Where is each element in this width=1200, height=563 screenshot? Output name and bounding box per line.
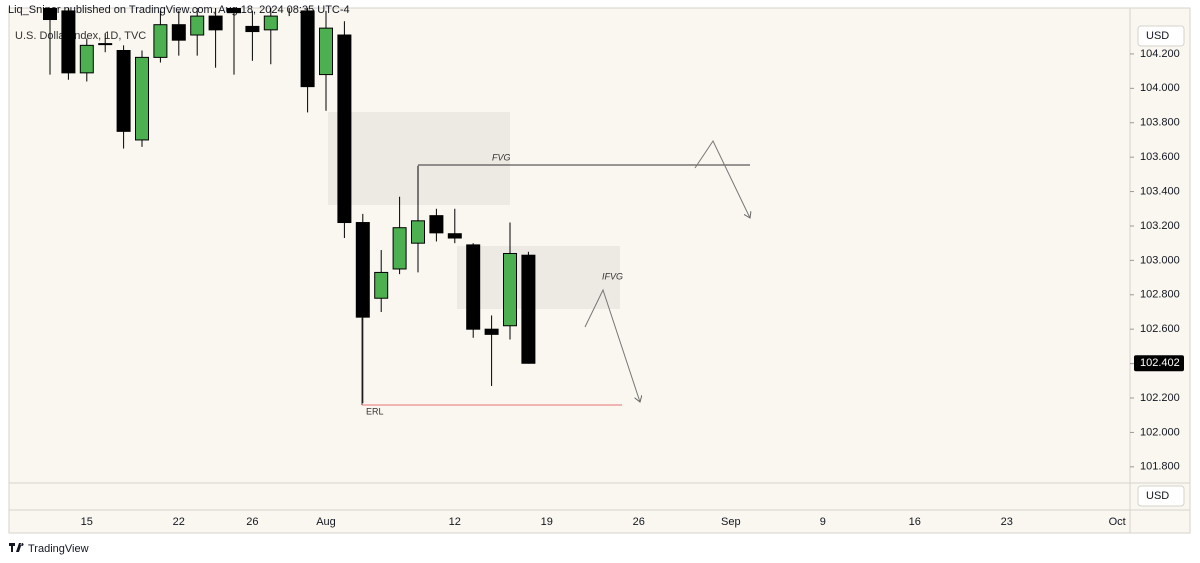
erl-label: ERL [366,406,384,416]
x-tick-label: Oct [1109,516,1126,528]
currency: USD [1146,30,1169,42]
y-tick-label: 101.800 [1140,461,1180,473]
candle-body [411,220,425,244]
drawings [328,112,620,309]
x-tick-label: 23 [1001,516,1013,528]
ifvg-label: IFVG [602,271,623,281]
projection-arrow [694,139,750,218]
x-tick-label: 12 [449,516,461,528]
ifvg-zone [457,246,620,309]
candle-body [319,27,333,76]
y-tick-label: 103.200 [1140,220,1180,232]
x-tick-label: Aug [316,516,336,528]
y-tick-label: 103.600 [1140,151,1180,163]
x-tick-label: 15 [81,516,93,528]
y-tick-label: 103.000 [1140,254,1180,266]
footer-logo: TradingView [9,543,89,555]
y-tick-label: 102.600 [1140,323,1180,335]
candle-body [355,222,370,318]
footer: TradingView [28,543,89,555]
currency-box[interactable] [1137,485,1185,507]
currency-box[interactable] [1137,25,1185,47]
symbol: U.S. Dollar Index, 1D, TVC [15,30,146,42]
x-tick-label: Sep [721,516,741,528]
last-price-badge [1134,355,1184,372]
candle-body [337,34,352,224]
y-tick-label: 103.800 [1140,117,1180,129]
currency: USD [1146,490,1169,502]
candle-body [61,10,76,74]
x-tick-label: 26 [633,516,645,528]
candle-body [263,15,278,31]
candle-body [208,15,223,31]
x-tick-label: 19 [541,516,553,528]
y-tick-label: 104.200 [1140,48,1180,60]
candle-body [374,271,389,299]
candle-body [135,56,149,141]
fvg-zone [328,112,510,205]
candle-body [116,49,131,132]
candle-body [171,24,186,41]
candle-body [429,215,444,234]
y-tick-label: 102.800 [1140,289,1180,301]
candle-body [98,43,113,46]
candle-body [503,252,517,327]
fvg-label: FVG [492,152,511,162]
projection-arrow [584,288,640,402]
candle-body [300,10,315,88]
x-tick-label: 16 [909,516,921,528]
candle-body [392,227,407,270]
header: Liq_Sniper published on TradingView.com,… [8,4,350,16]
candle-body [521,254,536,364]
candle-body [245,25,260,33]
y-tick-label: 102.200 [1140,392,1180,404]
y-tick-label: 104.000 [1140,82,1180,94]
candle-body [227,8,241,14]
y-tick-label: 103.400 [1140,185,1180,197]
candle-body [447,233,462,239]
candle-body [79,44,94,74]
candle-body [43,8,57,21]
candle-body [190,15,205,36]
last-price-label: 102.402 [1140,357,1180,369]
candles [43,8,536,404]
candle-body [484,328,499,335]
annotations: FVG IFVG ERL [361,139,750,416]
x-tick-label: 22 [173,516,185,528]
candle-body [466,244,481,330]
candle-body [153,24,168,58]
x-tick-label: 9 [820,516,826,528]
y-tick-label: 102.000 [1140,426,1180,438]
x-tick-label: 26 [246,516,258,528]
logo-icon [9,543,24,552]
